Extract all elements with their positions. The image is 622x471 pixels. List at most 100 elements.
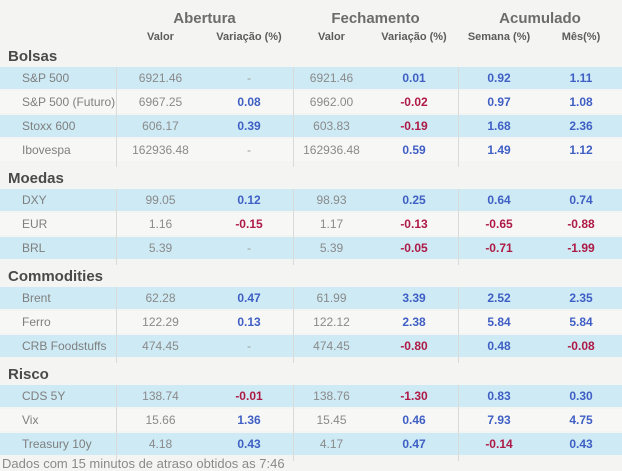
table-row: Stoxx 600 606.17 0.39 603.83 -0.19 1.68 2.36 (0, 115, 622, 137)
row-label: CRB Foodstuffs (22, 339, 107, 353)
cell-variacao-fechamento: 0.25 (402, 193, 426, 207)
row-label: Treasury 10y (22, 437, 92, 451)
cell-variacao-abertura: - (247, 241, 251, 255)
cell-semana-pct: 5.84 (487, 315, 511, 329)
cell-valor-fechamento: 138.76 (313, 389, 350, 403)
group-header-abertura: Abertura (173, 10, 236, 27)
cell-variacao-fechamento: -0.19 (400, 119, 428, 133)
cell-semana-pct: 2.52 (487, 291, 511, 305)
table-row: Vix 15.66 1.36 15.45 0.46 7.93 4.75 (0, 409, 622, 431)
cell-variacao-fechamento: 0.46 (402, 413, 426, 427)
column-divider (116, 67, 117, 167)
cell-semana-pct: 1.68 (487, 119, 511, 133)
section-rows: S&P 500 6921.46-6921.46 0.01 0.92 1.11 S&P 50… (0, 67, 622, 167)
table-row: Treasury 10y 4.18 0.43 4.17 0.47 -0.14 0.43 (0, 433, 622, 455)
cell-mes-pct: 2.36 (569, 119, 593, 133)
column-divider (458, 67, 459, 167)
header-spacer (0, 30, 116, 45)
cell-mes-pct: 1.08 (569, 95, 593, 109)
row-label: CDS 5Y (22, 389, 66, 403)
section-rows: DXY 99.05 0.12 98.93 0.25 0.64 0.74 EUR 1.16 -0.1… (0, 189, 622, 265)
column-header-row: Valor Variação (%) Valor Variação (%) Se… (0, 30, 622, 45)
column-divider (116, 287, 117, 363)
row-label: Stoxx 600 (22, 119, 76, 133)
cell-valor-abertura: 4.18 (148, 437, 173, 451)
cell-valor-abertura: 5.39 (148, 241, 173, 255)
column-header-variacao-abertura: Variação (%) (216, 31, 282, 43)
column-divider (293, 189, 294, 265)
column-divider (458, 189, 459, 265)
cell-semana-pct: 0.97 (487, 95, 511, 109)
column-header-mes: Mês(%) (561, 31, 601, 43)
cell-semana-pct: -0.65 (485, 217, 513, 231)
column-group-row: Abertura Fechamento Acumulado (0, 9, 622, 28)
row-label: EUR (22, 217, 48, 231)
cell-valor-fechamento: 474.45 (313, 339, 350, 353)
cell-valor-abertura: 15.66 (145, 413, 176, 427)
cell-valor-abertura: 6921.46 (138, 71, 183, 85)
cell-mes-pct: 2.35 (569, 291, 593, 305)
cell-valor-abertura: 138.74 (142, 389, 179, 403)
column-divider (293, 287, 294, 363)
row-label: Vix (22, 413, 39, 427)
cell-valor-abertura: 62.28 (145, 291, 176, 305)
cell-mes-pct: 4.75 (569, 413, 593, 427)
section-commodities: Commodities Brent 62.28 0.47 61.99 3.39 2.52 2.… (0, 269, 622, 363)
cell-semana-pct: 0.92 (487, 71, 511, 85)
row-label: Ibovespa (22, 143, 71, 157)
cell-valor-abertura: 606.17 (142, 119, 179, 133)
cell-variacao-fechamento: -0.80 (400, 339, 428, 353)
cell-semana-pct: 1.49 (487, 143, 511, 157)
table-body: Bolsas S&P 500 6921.46 - 6921.46 0.01 0.92 1.11… (0, 49, 622, 461)
cell-mes-pct: 0.30 (569, 389, 593, 403)
table-row: S&P 500 (Futuro) 6967.25 0.08 6962.00 -0.02 0… (0, 91, 622, 113)
cell-variacao-fechamento: -0.05 (400, 241, 428, 255)
column-divider (293, 67, 294, 167)
cell-mes-pct: 0.74 (569, 193, 593, 207)
cell-variacao-fechamento: -1.30 (400, 389, 428, 403)
table-row: S&P 500 6921.46 - 6921.46 0.01 0.92 1.11 (0, 67, 622, 89)
row-label: DXY (22, 193, 47, 207)
cell-variacao-fechamento: 2.38 (402, 315, 426, 329)
cell-variacao-abertura: -0.15 (235, 217, 263, 231)
cell-variacao-abertura: 0.47 (237, 291, 261, 305)
cell-variacao-abertura: -0.01 (235, 389, 263, 403)
column-header-semana: Semana (%) (467, 31, 531, 43)
cell-mes-pct: -1.99 (567, 241, 595, 255)
section-risco: Risco CDS 5Y 138.74 -0.01 138.76 -1.30 0.83 0.3… (0, 366, 622, 461)
section-title: Risco (8, 366, 49, 383)
cell-valor-fechamento: 98.93 (316, 193, 347, 207)
section-bolsas: Bolsas S&P 500 6921.46 - 6921.46 0.01 0.92 1.11… (0, 49, 622, 167)
section-rows: Brent 62.28 0.47 61.99 3.39 2.52 2.35 Ferro 122.… (0, 287, 622, 363)
cell-valor-abertura: 474.45 (142, 339, 179, 353)
column-divider (458, 385, 459, 461)
cell-variacao-abertura: - (247, 143, 251, 157)
cell-mes-pct: -0.88 (567, 217, 595, 231)
cell-valor-fechamento: 61.99 (316, 291, 347, 305)
cell-semana-pct: 0.64 (487, 193, 511, 207)
cell-mes-pct: 0.43 (569, 437, 593, 451)
table-row: CDS 5Y 138.74 -0.01 138.76 -1.30 0.83 0.30 (0, 385, 622, 407)
table-row: BRL 5.39 - 5.39 -0.05 -0.71 -1.99 (0, 237, 622, 259)
cell-variacao-fechamento: 0.01 (402, 71, 426, 85)
cell-semana-pct: -0.71 (485, 241, 513, 255)
footer-status-text: Dados com 15 minutos de atraso obtidos a… (2, 456, 285, 471)
cell-variacao-abertura: 0.43 (237, 437, 261, 451)
section-rows: CDS 5Y 138.74 -0.01 138.76 -1.30 0.83 0.30 Vix 1… (0, 385, 622, 461)
section-moedas: Moedas DXY 99.05 0.12 98.93 0.25 0.64 0.74 EUR 1.… (0, 171, 622, 265)
column-divider (293, 385, 294, 461)
cell-valor-fechamento: 6921.46 (309, 71, 354, 85)
cell-variacao-abertura: 0.39 (237, 119, 261, 133)
cell-semana-pct: 0.48 (487, 339, 511, 353)
group-header-fechamento: Fechamento (331, 10, 420, 27)
cell-mes-pct: -0.08 (567, 339, 595, 353)
column-divider (116, 385, 117, 461)
cell-variacao-fechamento: -0.13 (400, 217, 428, 231)
table-row: Ferro 122.29 0.13 122.12 2.38 5.84 5.84 (0, 311, 622, 333)
cell-variacao-fechamento: 0.47 (402, 437, 426, 451)
cell-valor-abertura: 122.29 (142, 315, 179, 329)
cell-valor-fechamento: 122.12 (313, 315, 350, 329)
cell-variacao-fechamento: 0.59 (402, 143, 426, 157)
cell-variacao-abertura: 0.08 (237, 95, 261, 109)
row-label: BRL (22, 241, 46, 255)
